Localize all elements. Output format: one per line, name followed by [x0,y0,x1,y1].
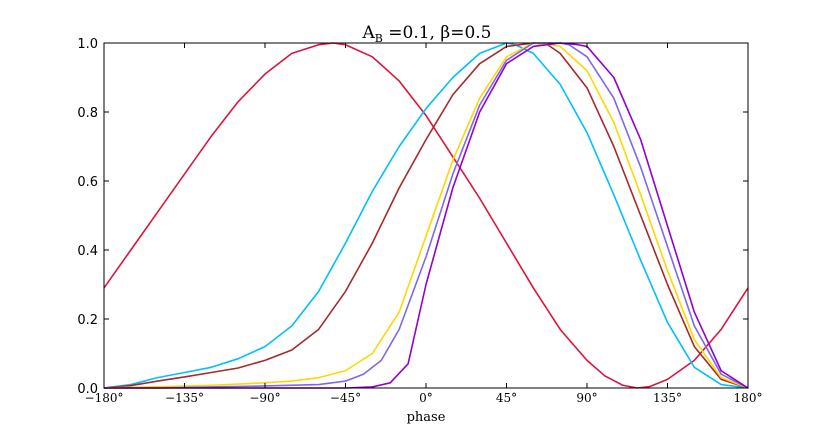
series-line-6 [104,42,749,389]
y-tick-label: 0.6 [77,175,98,190]
y-tick-label: 0.2 [77,313,98,328]
x-axis-label: phase [407,410,446,425]
series-line-4 [103,42,749,389]
series-line-5 [104,42,749,389]
chart-title: AB =0.1, β=0.5 [362,23,492,45]
title-main: A [362,23,376,43]
x-tick-label: −135° [165,391,204,405]
x-tick-label: 0° [419,391,433,405]
y-tick-label: 1.0 [77,37,98,52]
series-line-1 [103,42,749,389]
title-rest: =0.1, β=0.5 [383,23,492,43]
x-tick-label: −90° [249,391,280,405]
x-tick-label: −180° [85,391,124,405]
plot-area [103,42,749,389]
y-axis-ticks: 0.0 0.2 0.4 0.6 0.8 1.0 [77,37,748,397]
x-tick-label: −45° [330,391,361,405]
x-tick-label: 90° [576,391,597,405]
series-line-3 [103,42,749,389]
x-tick-label: 45° [496,391,517,405]
y-tick-label: 0.0 [77,382,98,397]
series-line-2 [103,42,749,389]
x-axis-ticks: −180° −135° −90° −45° 0° 45° 90° 135° 180° [85,43,763,405]
plot-frame [103,42,749,389]
y-tick-label: 0.8 [77,106,98,121]
title-subscript: B [375,32,383,45]
y-tick-label: 0.4 [77,244,98,259]
x-tick-label: 180° [734,391,763,405]
x-tick-label: 135° [653,391,682,405]
